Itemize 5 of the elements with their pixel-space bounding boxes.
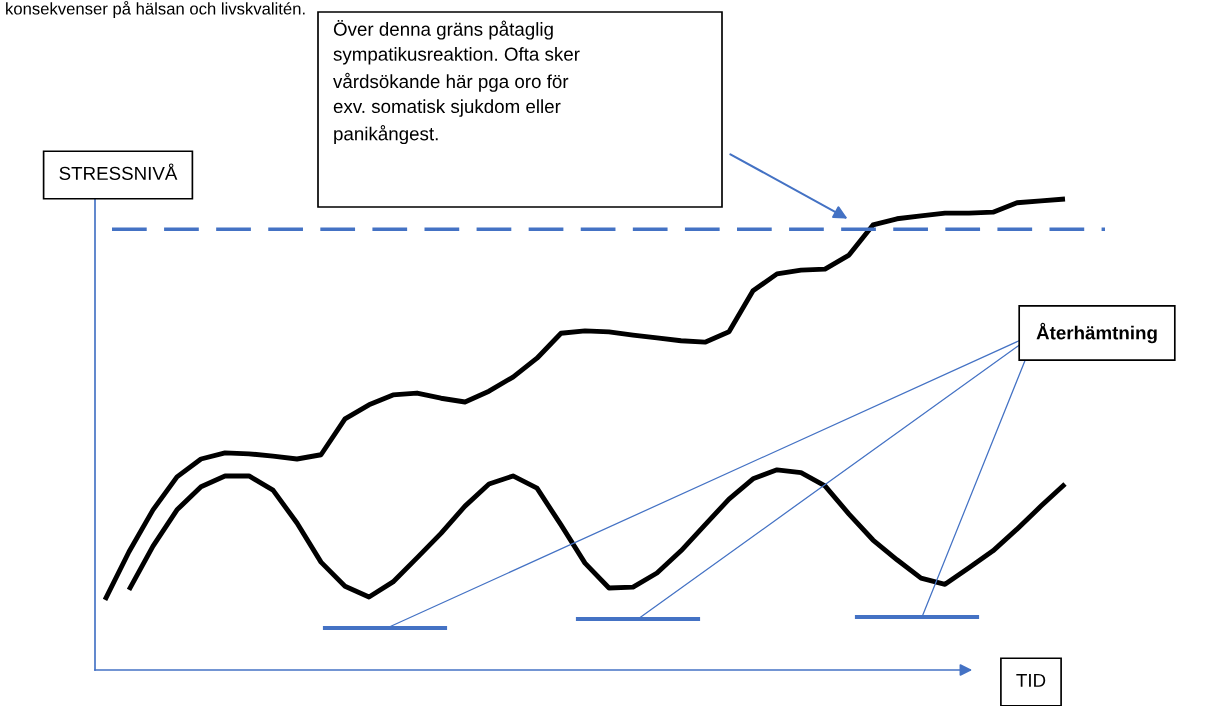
text: Över denna gräns påtaglig sympatikusreaktion. Ofta sker vårdsökande här pga oro för exv. somatisk sjukdom eller panikångest. <box>333 20 580 145</box>
text: konsekvenser på hälsan och livskvalitén. <box>6 1 305 18</box>
annotation: Återhämtning <box>1036 322 1157 344</box>
x-axis-title: TID <box>1016 673 1046 687</box>
y-axis-title: STRESSNIVÅ <box>59 163 178 181</box>
